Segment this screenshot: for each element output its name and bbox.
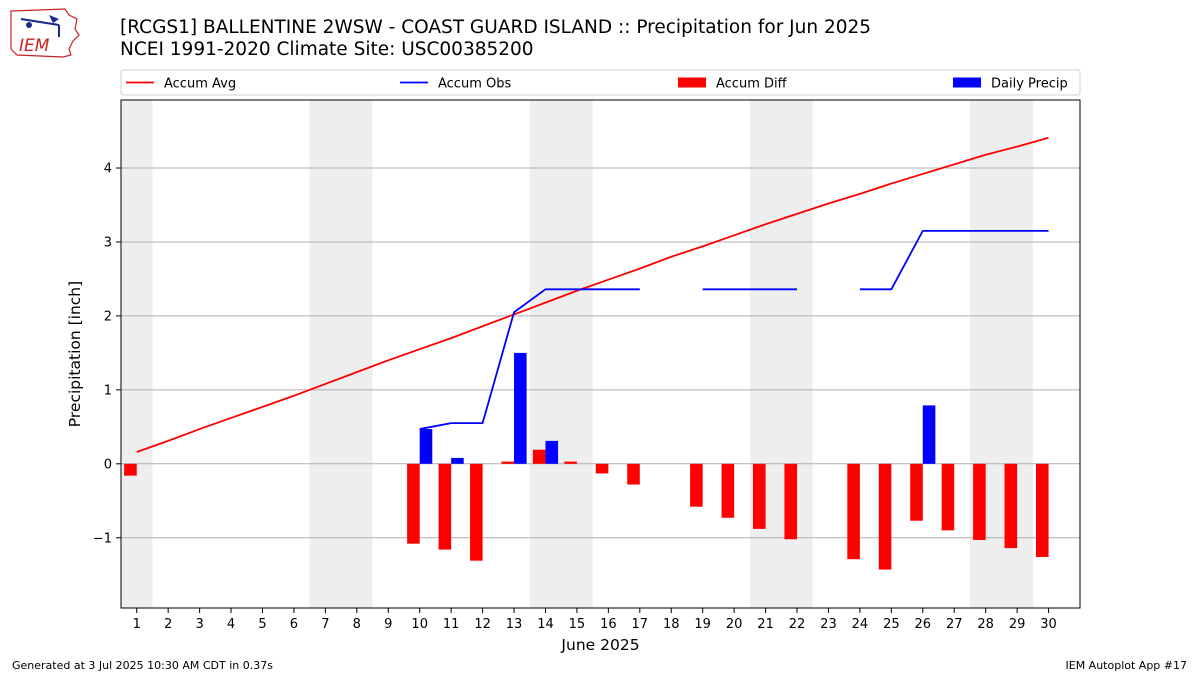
x-tick-label: 25 — [883, 617, 900, 632]
accum-diff-bar — [1035, 463, 1049, 557]
x-tick-label: 26 — [915, 617, 932, 632]
x-tick-label: 1 — [133, 617, 141, 632]
x-tick-label: 11 — [443, 617, 460, 632]
y-tick-label: −1 — [93, 531, 112, 546]
accum-diff-bar — [470, 463, 483, 561]
legend: Accum Avg Accum Obs Accum Diff Daily Precip — [120, 69, 1081, 96]
x-tick-label: 15 — [569, 617, 586, 632]
x-tick-label: 19 — [694, 617, 711, 632]
x-tick-label: 14 — [537, 617, 554, 632]
accum-diff-bar — [407, 463, 420, 544]
lines — [136, 136, 1049, 453]
x-tick-label: 22 — [789, 617, 806, 632]
weekend-band — [749, 100, 813, 608]
x-tick-label: 6 — [290, 617, 298, 632]
x-tick-label: 3 — [195, 617, 203, 632]
legend-label: Accum Diff — [716, 77, 788, 92]
legend-label: Accum Obs — [438, 77, 511, 92]
accum-diff-bar — [721, 463, 735, 518]
weekend-shading — [121, 100, 1033, 608]
x-tick-label: 17 — [632, 617, 649, 632]
x-tick-label: 9 — [384, 617, 392, 632]
x-tick-label: 10 — [411, 617, 428, 632]
x-tick-label: 16 — [600, 617, 617, 632]
x-tick-label: 18 — [663, 617, 680, 632]
daily-precip-bar — [545, 440, 559, 464]
legend-bar-swatch — [953, 77, 981, 88]
x-tick-label: 13 — [506, 617, 523, 632]
x-tick-label: 28 — [977, 617, 994, 632]
accum-diff-bar — [438, 463, 452, 550]
daily-precip-bar — [514, 352, 527, 464]
accum-diff-bar — [910, 463, 923, 521]
x-tick-label: 7 — [321, 617, 329, 632]
chart-title: [RCGS1] BALLENTINE 2WSW - COAST GUARD IS… — [120, 17, 872, 38]
x-tick-label: 24 — [852, 617, 869, 632]
daily-precip-bar — [419, 429, 433, 464]
y-tick-label: 4 — [104, 162, 112, 177]
accum-obs-line — [419, 288, 640, 430]
accum-diff-bar — [124, 463, 137, 476]
y-gridlines — [121, 167, 1080, 539]
x-tick-label: 5 — [258, 617, 266, 632]
chart-subtitle: NCEI 1991-2020 Climate Site: USC00385200 — [120, 39, 534, 60]
bars — [124, 352, 1049, 570]
y-tick-label: 3 — [104, 235, 112, 250]
daily-precip-bar — [451, 457, 464, 464]
y-tick-label: 0 — [104, 457, 112, 472]
legend-bar-swatch — [678, 77, 706, 88]
accum-diff-bar — [973, 463, 986, 540]
accum-diff-bar — [690, 463, 703, 507]
logo-text: IEM — [19, 36, 50, 56]
accum-diff-bar — [1004, 463, 1018, 549]
legend-frame — [120, 69, 1081, 96]
y-tick-label: 2 — [104, 309, 112, 324]
y-axis-label: Precipitation [inch] — [66, 281, 84, 427]
x-tick-label: 8 — [353, 617, 361, 632]
y-tick-label: 1 — [104, 383, 112, 398]
x-tick-label: 23 — [820, 617, 837, 632]
x-tick-label: 21 — [757, 617, 774, 632]
x-tick-label: 30 — [1040, 617, 1057, 632]
accum-obs-line — [859, 229, 1049, 291]
weekend-band — [121, 100, 153, 608]
accum-diff-bar — [941, 463, 955, 531]
accum-diff-bar — [878, 463, 892, 570]
x-tick-label: 12 — [474, 617, 491, 632]
y-axis: −1 0 1 2 3 4 — [93, 162, 121, 546]
legend-label: Daily Precip — [991, 77, 1068, 92]
accum-diff-bar — [564, 461, 577, 464]
accum-diff-bar — [501, 461, 515, 464]
x-axis: 1 2 3 4 5 6 7 8 9 10 11 12 13 14 15 16 17 18 19 20 21 22 23 24 2… — [133, 608, 1057, 632]
weekend-band — [309, 100, 373, 608]
accum-diff-bar — [752, 463, 766, 529]
accum-avg-line — [136, 136, 1049, 453]
accum-diff-bar — [595, 463, 609, 474]
x-tick-label: 4 — [227, 617, 235, 632]
x-axis-label: June 2025 — [560, 636, 639, 654]
plot-frame — [120, 99, 1081, 609]
generated-timestamp: Generated at 3 Jul 2025 10:30 AM CDT in … — [12, 659, 273, 672]
x-tick-label: 29 — [1009, 617, 1026, 632]
x-tick-label: 20 — [726, 617, 743, 632]
weekend-band — [529, 100, 593, 608]
accum-diff-bar — [784, 463, 798, 540]
daily-precip-bar — [922, 405, 936, 464]
x-tick-label: 27 — [946, 617, 963, 632]
accum-diff-bar — [847, 463, 860, 560]
accum-diff-bar — [532, 449, 546, 464]
x-tick-label: 2 — [164, 617, 172, 632]
app-label: IEM Autoplot App #17 — [1065, 659, 1188, 672]
legend-label: Accum Avg — [164, 77, 236, 92]
accum-diff-bar — [627, 463, 640, 485]
iem-logo: IEM — [10, 8, 80, 58]
